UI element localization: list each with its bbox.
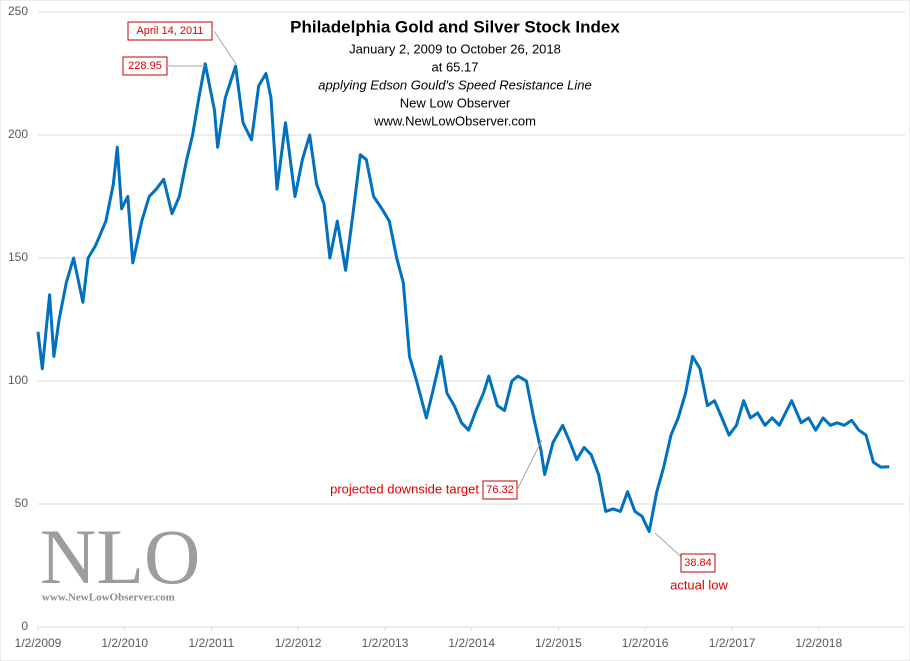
x-tick-label: 1/2/2010 [101, 636, 148, 650]
chart-subtitle: applying Edson Gould's Speed Resistance … [318, 77, 592, 92]
y-tick-label: 250 [8, 4, 28, 18]
watermark: NLO [40, 513, 200, 600]
annotation: projected downside target [330, 481, 479, 496]
x-tick-label: 1/2/2013 [362, 636, 409, 650]
chart-title: Philadelphia Gold and Silver Stock Index [290, 17, 620, 36]
annotation: April 14, 2011 [136, 25, 203, 37]
annotation: 38.84 [684, 557, 712, 569]
y-tick-label: 150 [8, 250, 28, 264]
annotation: actual low [670, 577, 728, 592]
y-tick-label: 50 [15, 496, 29, 510]
x-tick-label: 1/2/2018 [795, 636, 842, 650]
annotation-box [127, 21, 213, 41]
chart-subtitle: January 2, 2009 to October 26, 2018 [349, 41, 561, 56]
annotation: 76.32 [486, 484, 514, 496]
y-tick-label: 0 [21, 619, 28, 633]
x-tick-label: 1/2/2017 [709, 636, 756, 650]
chart-subtitle: at 65.17 [432, 59, 479, 74]
x-tick-label: 1/2/2009 [15, 636, 62, 650]
chart-subtitle: New Low Observer [400, 95, 511, 110]
annotation-arrow [516, 439, 543, 491]
x-tick-label: 1/2/2011 [188, 636, 234, 650]
annotation-box [680, 553, 716, 573]
watermark-url: www.NewLowObserver.com [42, 592, 175, 604]
y-tick-label: 200 [8, 127, 28, 141]
annotation: 228.95 [128, 60, 162, 72]
x-tick-label: 1/2/2015 [535, 636, 582, 650]
chart-subtitle: www.NewLowObserver.com [373, 113, 536, 128]
x-tick-label: 1/2/2016 [622, 636, 669, 650]
y-tick-label: 100 [8, 373, 28, 387]
annotation-arrow [213, 30, 237, 65]
x-tick-label: 1/2/2012 [275, 636, 322, 650]
annotation-box [122, 56, 168, 76]
data-line [36, 62, 890, 533]
x-tick-label: 1/2/2014 [448, 636, 495, 650]
